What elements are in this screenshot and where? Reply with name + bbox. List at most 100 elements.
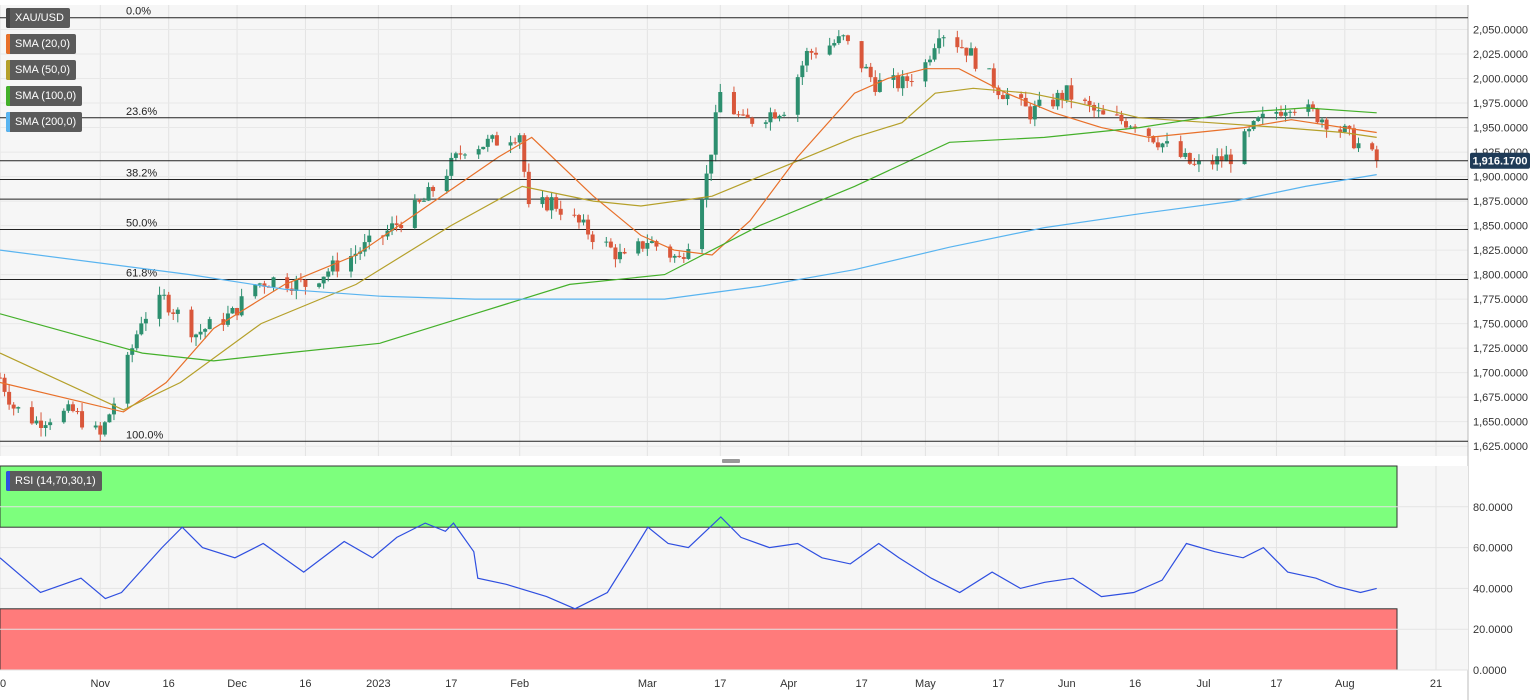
legend-sma20[interactable]: SMA (20,0) <box>6 34 77 54</box>
price-tick-label: 1,800.0000 <box>1473 270 1528 282</box>
candle-body <box>171 312 176 314</box>
candle-body <box>586 219 591 235</box>
candle-body <box>207 319 212 330</box>
candle-body <box>166 294 171 313</box>
candle-body <box>367 235 372 243</box>
price-plot-bg <box>0 5 1468 456</box>
candle-body <box>576 215 581 223</box>
candle-body <box>98 425 103 435</box>
legend-label: SMA (200,0) <box>15 116 77 128</box>
candle-body <box>782 114 787 116</box>
rsi-tick-label: 40.0000 <box>1473 583 1513 595</box>
x-tick-label: 17 <box>714 678 726 690</box>
candle-body <box>741 114 746 116</box>
candle-body <box>636 241 641 254</box>
sma200-line <box>0 174 1377 300</box>
candle-body <box>736 114 741 116</box>
candle-body <box>1310 104 1315 109</box>
candle-body <box>608 241 613 248</box>
fib-label: 0.0% <box>126 6 151 18</box>
candle-body <box>763 122 768 124</box>
candle-body <box>462 154 467 156</box>
candle-body <box>1051 99 1056 107</box>
candle-body <box>362 242 367 252</box>
candle-body <box>431 186 436 192</box>
rsi-legend[interactable]: RSI (14,70,30,1) <box>6 471 102 491</box>
legend-sma50[interactable]: SMA (50,0) <box>6 60 77 80</box>
legend-swatch <box>6 471 10 491</box>
candle-body <box>1315 108 1320 123</box>
price-panel[interactable]: 1,625.0000 1,650.0000 1,675.0000 1,700.0000… <box>0 5 1536 700</box>
price-tick-label: 2,050.0000 <box>1473 25 1528 37</box>
candle-body <box>964 47 969 56</box>
candle-body <box>490 135 495 139</box>
candle-body <box>581 219 586 223</box>
candle-body <box>814 52 819 55</box>
x-tick-label: 17 <box>445 678 457 690</box>
candle-body <box>896 75 901 89</box>
candle-body <box>558 208 563 215</box>
candle-body <box>390 223 395 231</box>
candle-body <box>230 308 235 314</box>
candle-body <box>668 246 673 258</box>
legend-label: SMA (50,0) <box>15 64 71 76</box>
candle-body <box>125 354 130 404</box>
candle-body <box>1032 105 1037 120</box>
candle-body <box>700 199 705 250</box>
candle-body <box>1165 141 1170 144</box>
candle-body <box>321 276 326 284</box>
candle-body <box>841 35 846 37</box>
price-tick-label: 1,950.0000 <box>1473 123 1528 135</box>
candle-body <box>335 260 340 272</box>
candle-body <box>1183 153 1188 157</box>
candle-body <box>453 153 458 158</box>
candle-body <box>111 403 116 415</box>
candle-body <box>923 62 928 82</box>
x-tick-label: 16 <box>299 678 311 690</box>
candle-body <box>93 425 98 428</box>
candle-body <box>317 283 322 287</box>
overbought-zone <box>0 465 1398 528</box>
candle-body <box>1196 160 1201 165</box>
candle-body <box>239 296 244 316</box>
rsi-panel[interactable]: 0.0000 20.0000 40.0000 60.0000 80.0000 <box>0 465 1513 677</box>
candle-body <box>909 81 914 83</box>
candle-body <box>1187 153 1192 164</box>
legend-label: SMA (20,0) <box>15 38 71 50</box>
x-tick-label: 17 <box>1270 678 1282 690</box>
price-tick-label: 1,850.0000 <box>1473 221 1528 233</box>
candle-body <box>1087 100 1092 105</box>
candle-body <box>955 37 960 48</box>
candle-body <box>1023 97 1028 107</box>
price-tick-label: 1,725.0000 <box>1473 343 1528 355</box>
candle-body <box>1219 156 1224 162</box>
candle-body <box>836 36 841 44</box>
candle-body <box>686 249 691 259</box>
candle-body <box>617 251 622 260</box>
legend-sma200[interactable]: SMA (200,0) <box>6 112 83 132</box>
x-tick-label: 16 <box>1129 678 1141 690</box>
x-tick-label: 16 <box>163 678 175 690</box>
legend-swatch <box>6 60 10 80</box>
candle-body <box>932 48 937 60</box>
candle-body <box>1000 95 1005 100</box>
candle-body <box>1351 128 1356 149</box>
candle-body <box>43 425 48 428</box>
candle-body <box>1155 142 1160 148</box>
legend-xauusd[interactable]: XAU/USD <box>6 8 70 28</box>
candle-body <box>134 334 139 349</box>
legend-swatch <box>6 8 10 28</box>
candle-body <box>253 284 258 297</box>
legend-sma100[interactable]: SMA (100,0) <box>6 86 83 106</box>
candle-body <box>66 404 71 411</box>
candle-body <box>718 92 723 113</box>
candle-body <box>1096 110 1101 112</box>
candle-body <box>540 197 545 205</box>
candle-body <box>29 407 34 424</box>
candle-body <box>1251 120 1256 130</box>
candle-body <box>1114 114 1119 116</box>
last-price-label: 1,916.1700 <box>1472 156 1527 168</box>
candle-body <box>481 146 486 150</box>
candle-body <box>1347 125 1352 129</box>
